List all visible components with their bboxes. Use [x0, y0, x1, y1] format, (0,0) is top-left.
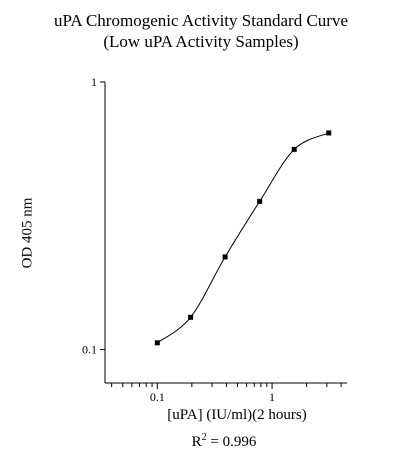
x-tick-label: 0.1 — [150, 390, 165, 404]
r-squared-label: R — [191, 434, 202, 450]
y-tick-label: 1 — [91, 75, 97, 89]
chart-title: uPA Chromogenic Activity Standard Curve … — [0, 10, 402, 52]
r-squared-annotation: R2 = 0.996 — [0, 432, 402, 451]
axes — [104, 82, 347, 384]
data-point — [188, 314, 194, 320]
data-point — [154, 340, 160, 346]
r-squared-superscript: 2 — [201, 432, 207, 443]
y-axis-label: OD 405 nm — [19, 197, 36, 269]
data-point — [222, 254, 228, 260]
x-axis-label: [uPA] (IU/ml)(2 hours) — [167, 407, 307, 423]
ticks: 0.1 1 0.1 1 — [82, 75, 342, 404]
x-tick-label: 1 — [269, 390, 275, 404]
chart-title-line-2: (Low uPA Activity Samples) — [103, 32, 299, 51]
data-point — [257, 198, 263, 204]
fit-curve — [157, 132, 329, 344]
y-tick-label: 0.1 — [82, 343, 97, 357]
chart-title-line-1: uPA Chromogenic Activity Standard Curve — [53, 11, 349, 30]
data-point — [291, 146, 297, 152]
data-point — [326, 130, 332, 136]
r-squared-value: = 0.996 — [206, 434, 257, 450]
data-points-layer — [154, 130, 332, 346]
fit-curve-layer — [157, 132, 329, 344]
